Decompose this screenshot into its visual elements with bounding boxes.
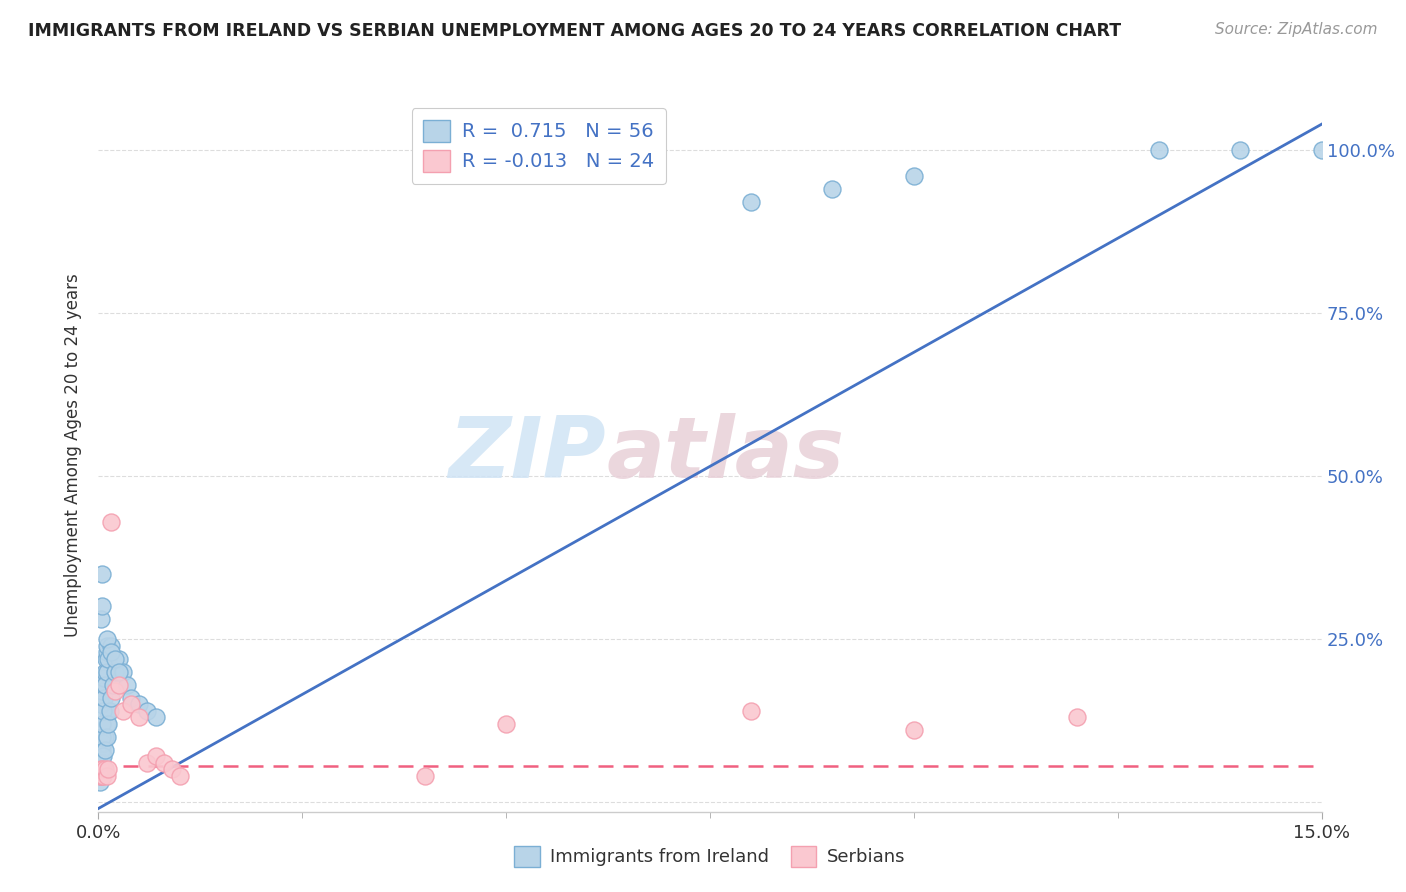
Point <box>169 769 191 783</box>
Legend: Immigrants from Ireland, Serbians: Immigrants from Ireland, Serbians <box>508 838 912 874</box>
Point <box>98 704 121 718</box>
Point <box>91 704 114 718</box>
Point <box>740 195 762 210</box>
Point <box>903 723 925 738</box>
Point <box>495 716 517 731</box>
Point <box>90 599 112 614</box>
Point <box>128 710 150 724</box>
Point <box>128 697 150 711</box>
Point <box>97 763 120 777</box>
Point <box>108 651 131 665</box>
Point <box>91 756 114 770</box>
Point <box>1066 710 1088 724</box>
Point <box>100 639 122 653</box>
Point <box>91 749 114 764</box>
Point <box>108 665 131 679</box>
Point <box>91 566 114 581</box>
Point <box>96 665 118 679</box>
Point <box>160 763 183 777</box>
Point <box>93 690 115 705</box>
Point <box>96 632 118 646</box>
Point <box>413 769 436 783</box>
Point <box>94 730 117 744</box>
Text: Source: ZipAtlas.com: Source: ZipAtlas.com <box>1215 22 1378 37</box>
Point <box>145 710 167 724</box>
Point <box>91 769 114 783</box>
Point <box>90 730 112 744</box>
Point <box>104 665 127 679</box>
Point <box>90 756 112 770</box>
Y-axis label: Unemployment Among Ages 20 to 24 years: Unemployment Among Ages 20 to 24 years <box>63 273 82 637</box>
Point <box>111 665 134 679</box>
Point <box>136 704 159 718</box>
Point <box>97 716 120 731</box>
Point <box>91 684 114 698</box>
Point <box>96 769 118 783</box>
Point <box>91 716 114 731</box>
Point <box>96 716 118 731</box>
Point <box>94 763 117 777</box>
Point <box>89 769 111 783</box>
Point <box>91 763 114 777</box>
Point <box>120 690 142 705</box>
Text: ZIP: ZIP <box>449 413 606 497</box>
Point <box>91 743 114 757</box>
Point <box>100 515 122 529</box>
Point <box>94 678 117 692</box>
Point <box>94 665 117 679</box>
Point <box>104 651 127 665</box>
Text: atlas: atlas <box>606 413 844 497</box>
Point <box>111 704 134 718</box>
Point <box>115 678 138 692</box>
Point <box>96 639 118 653</box>
Point <box>152 756 174 770</box>
Point <box>96 645 118 659</box>
Point <box>120 697 142 711</box>
Point <box>90 769 112 783</box>
Point <box>90 763 112 777</box>
Point <box>90 612 112 626</box>
Point <box>90 769 112 783</box>
Point <box>94 651 117 665</box>
Point <box>96 730 118 744</box>
Point <box>1310 143 1333 157</box>
Point <box>90 763 112 777</box>
Point <box>1229 143 1251 157</box>
Point <box>740 704 762 718</box>
Point <box>100 645 122 659</box>
Point <box>91 678 114 692</box>
Text: IMMIGRANTS FROM IRELAND VS SERBIAN UNEMPLOYMENT AMONG AGES 20 TO 24 YEARS CORREL: IMMIGRANTS FROM IRELAND VS SERBIAN UNEMP… <box>28 22 1121 40</box>
Point <box>903 169 925 184</box>
Point <box>89 775 111 789</box>
Point <box>93 671 115 685</box>
Point <box>104 684 127 698</box>
Point <box>145 749 167 764</box>
Point <box>90 697 112 711</box>
Point <box>97 651 120 665</box>
Point <box>89 763 111 777</box>
Point <box>101 678 124 692</box>
Point <box>1147 143 1170 157</box>
Point <box>100 690 122 705</box>
Point <box>90 749 112 764</box>
Point <box>91 736 114 750</box>
Point <box>821 182 844 196</box>
Point <box>94 743 117 757</box>
Point <box>97 704 120 718</box>
Point <box>108 678 131 692</box>
Point <box>136 756 159 770</box>
